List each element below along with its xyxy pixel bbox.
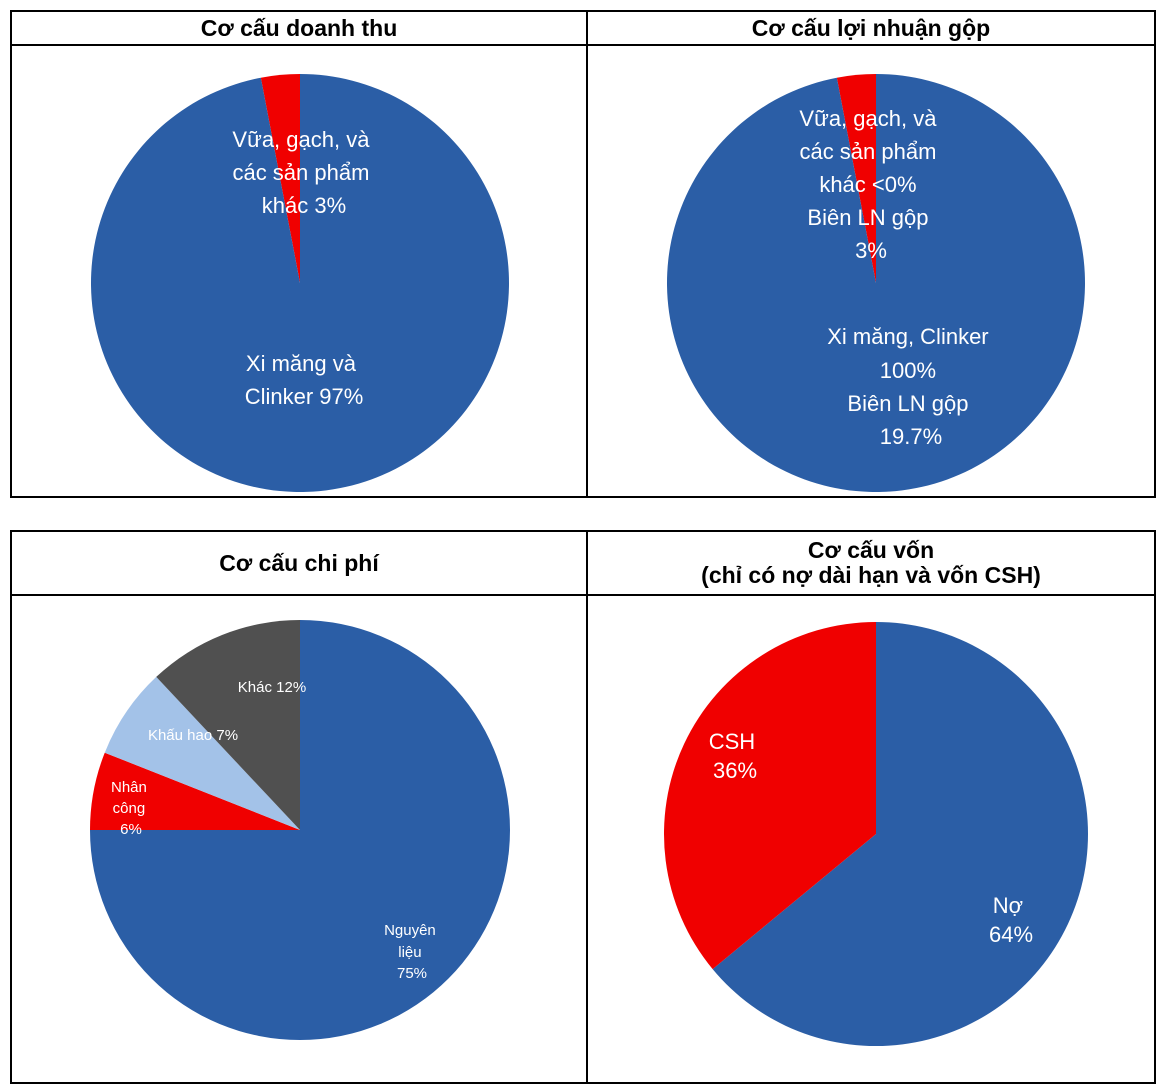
gross-profit-chart-title: Cơ cấu lợi nhuận gộp (586, 10, 1156, 44)
gross-profit-chart-title-text: Cơ cấu lợi nhuận gộp (751, 14, 991, 41)
capital-label-debt: Nợ 64% (989, 893, 1033, 947)
cost-pie-slices (90, 620, 510, 1040)
capital-chart-title-line1: Cơ cấu vốn (807, 537, 935, 563)
pie-slice-2-1 (90, 752, 300, 830)
capital-chart-title: Cơ cấu vốn (chỉ có nợ dài hạn và vốn CSH… (586, 530, 1156, 594)
pie-slice-1-1 (667, 74, 1085, 492)
capital-chart-title-line2: (chỉ có nợ dài hạn và vốn CSH) (701, 562, 1041, 588)
cost-label-labor: Nhân công 6% (111, 779, 151, 838)
cost-label-depreciation: Khấu hao 7% (148, 727, 238, 744)
pie-slice-0-1 (91, 74, 510, 492)
gross-profit-pie-slices (667, 74, 1085, 492)
capital-pie-slices (663, 622, 1088, 1046)
cost-label-other: Khác 12% (238, 679, 306, 696)
pie-slice-1-0 (836, 74, 876, 283)
gross-profit-chart-area (586, 44, 1156, 498)
pie-slice-0-0 (260, 74, 300, 283)
revenue-chart-title-text: Cơ cấu doanh thu (200, 14, 398, 41)
cost-chart-title-text: Cơ cấu chi phí (219, 549, 379, 576)
pie-slice-2-2 (104, 676, 300, 830)
pie-slice-3-0 (712, 622, 1088, 1046)
pie-slice-3-1 (663, 622, 876, 970)
pie-slice-2-3 (156, 620, 300, 830)
gross-profit-label-cement: Xi măng, Clinker 100% Biên LN gộp 19.7% (827, 324, 995, 449)
cost-label-materials: Nguyên liệu 75% (384, 922, 440, 982)
revenue-label-other: Vữa, gạch, và các sản phẩm khác 3% (232, 127, 375, 218)
revenue-pie-slices (91, 74, 510, 492)
revenue-label-cement: Xi măng và Clinker 97% (245, 351, 364, 409)
capital-label-equity: CSH 36% (709, 729, 762, 783)
gross-profit-label-other: Vữa, gạch, và các sản phẩm khác <0% Biên… (799, 106, 942, 263)
